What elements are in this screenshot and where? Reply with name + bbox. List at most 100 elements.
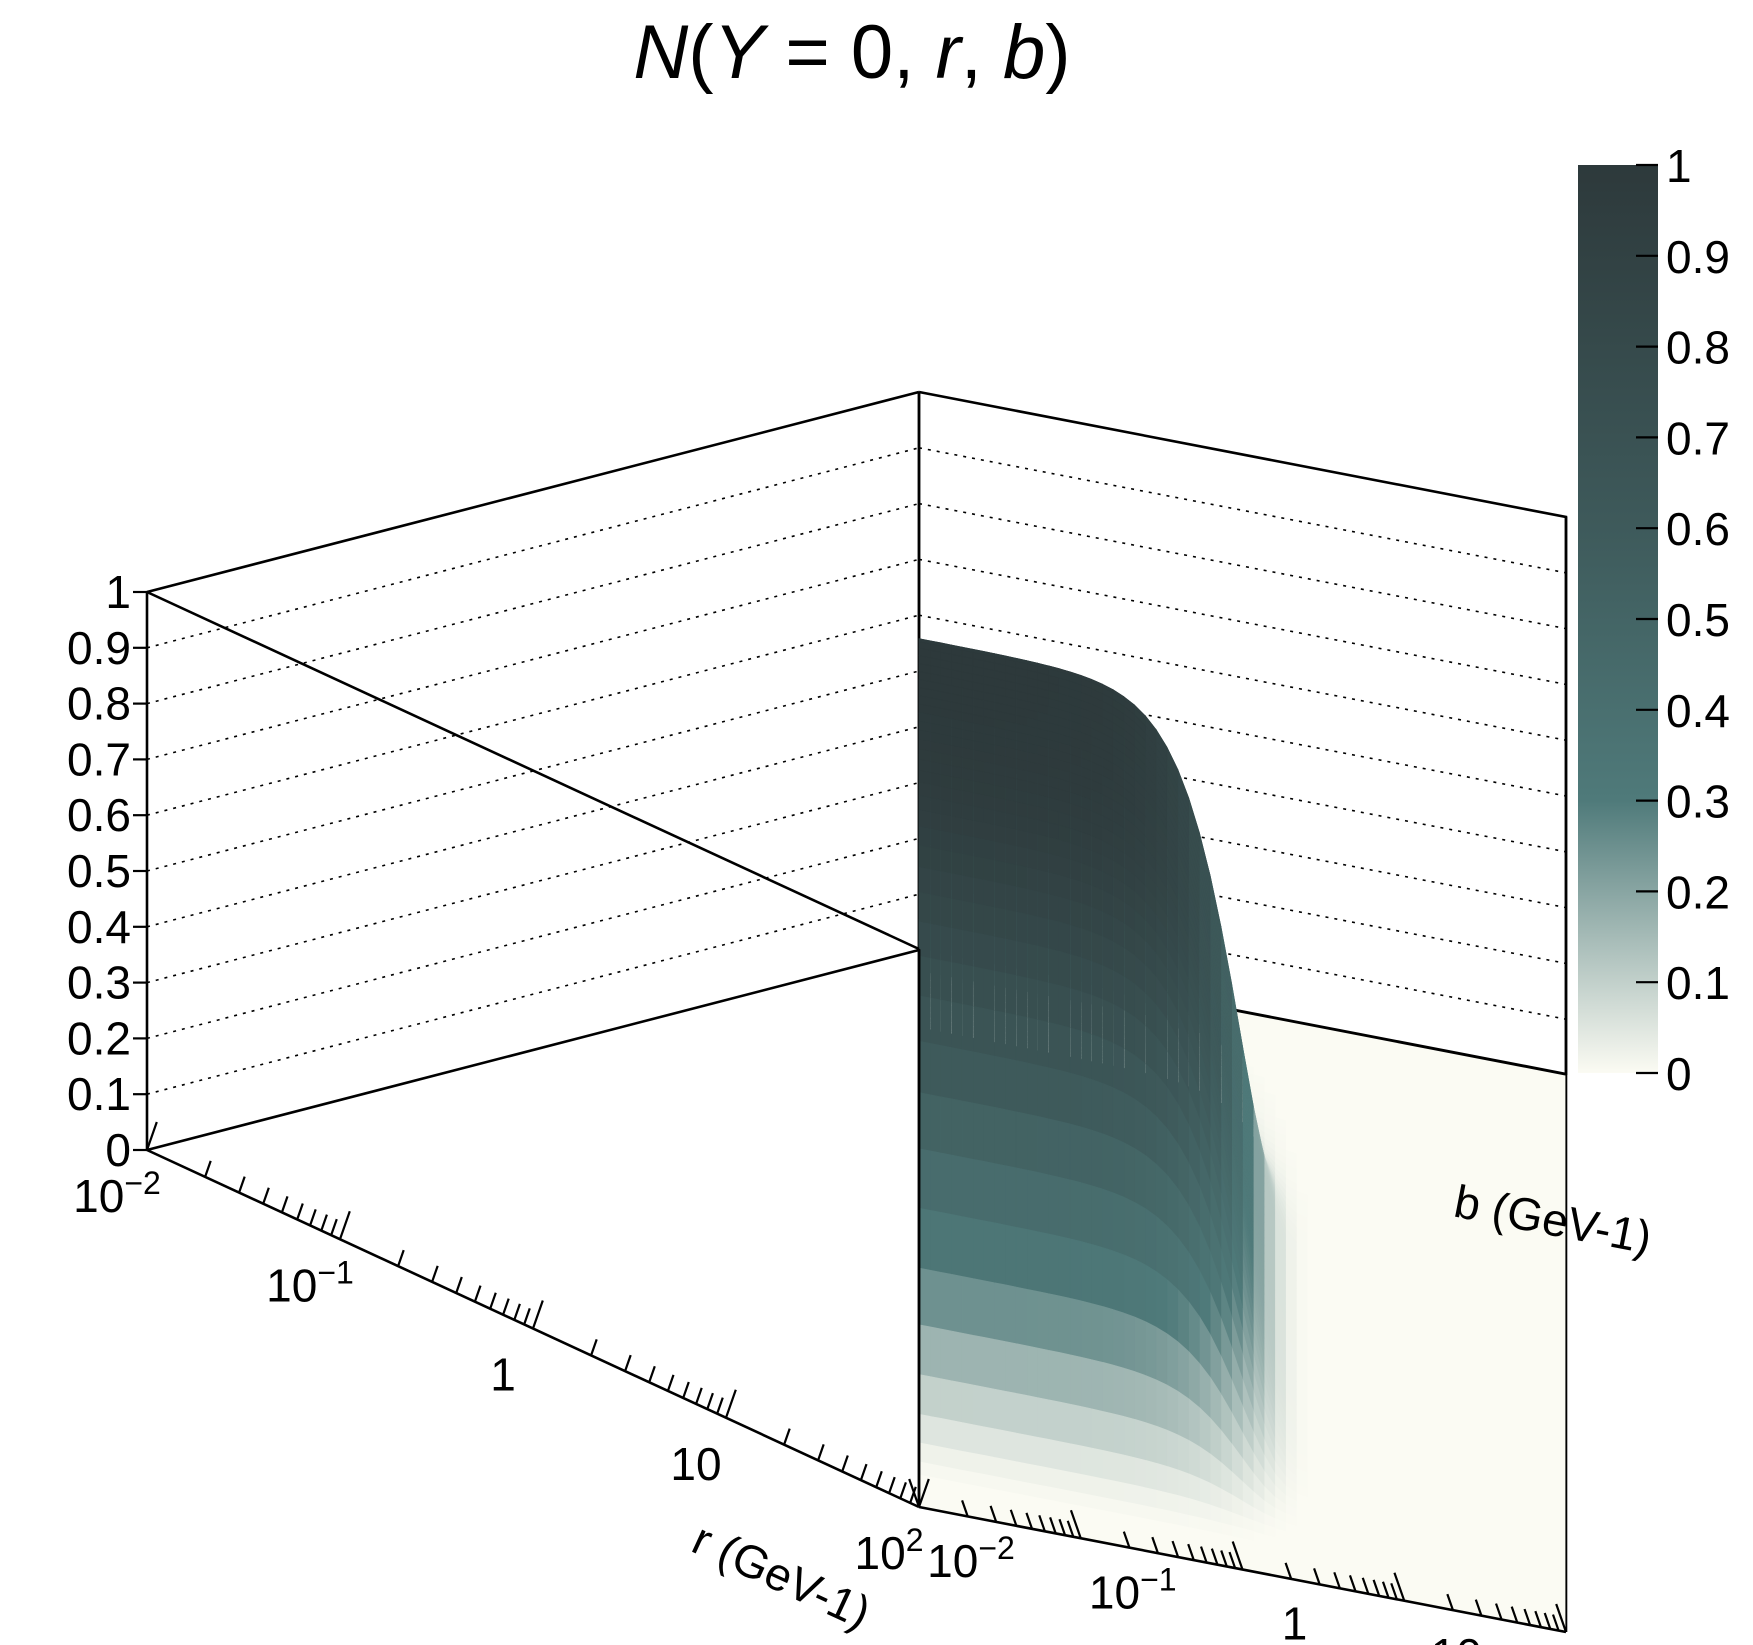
surface-cell bbox=[1080, 956, 1092, 996]
surface-cell bbox=[1015, 1286, 1028, 1347]
surface-cell bbox=[1102, 1410, 1114, 1453]
surface-cell bbox=[1080, 990, 1092, 1035]
surface-cell bbox=[1080, 1356, 1092, 1410]
surface-cell bbox=[972, 1102, 985, 1162]
surface-cell bbox=[1037, 1397, 1049, 1440]
b-tick bbox=[961, 1500, 969, 1517]
surface-cell bbox=[1058, 1120, 1071, 1181]
r-tick-label: 1 bbox=[490, 1349, 516, 1401]
surface-cell bbox=[1058, 1176, 1071, 1240]
surface-cell bbox=[1069, 858, 1082, 883]
surface-cell bbox=[1037, 945, 1049, 983]
surface-cell bbox=[918, 826, 931, 848]
r-tick bbox=[648, 1365, 656, 1383]
surface-cell bbox=[1015, 911, 1028, 944]
surface-cell bbox=[961, 1276, 974, 1336]
r-tick bbox=[262, 1187, 270, 1205]
surface-cell bbox=[961, 834, 974, 857]
b-tick bbox=[1494, 1603, 1503, 1620]
surface-cell bbox=[1037, 1115, 1049, 1176]
surface-cell bbox=[951, 1154, 963, 1217]
surface-cell bbox=[951, 801, 963, 819]
surface-cell bbox=[1048, 1293, 1060, 1353]
r-tick bbox=[338, 1210, 351, 1240]
r-tick-label: 10−2 bbox=[73, 1165, 161, 1222]
surface-cell bbox=[961, 1450, 974, 1473]
surface-cell bbox=[1026, 1169, 1038, 1232]
surface-cell bbox=[1015, 1343, 1028, 1396]
surface-cell bbox=[994, 841, 1006, 863]
r-tick bbox=[888, 1476, 896, 1494]
surface-cell bbox=[1069, 899, 1082, 929]
surface-cell bbox=[1112, 1137, 1125, 1198]
surface-cell bbox=[1058, 1295, 1071, 1356]
surface-cell bbox=[961, 929, 974, 967]
surface-cell bbox=[1145, 1321, 1157, 1381]
b-tick bbox=[1381, 1581, 1390, 1599]
surface-mesh bbox=[918, 638, 1308, 1541]
surface-cell bbox=[1188, 1473, 1200, 1502]
r-tick bbox=[875, 1470, 883, 1488]
surface-cell bbox=[972, 1471, 985, 1488]
surface-cell bbox=[994, 970, 1006, 1014]
surface-cell bbox=[929, 1094, 941, 1154]
surface-cell bbox=[1155, 1379, 1168, 1431]
surface-cell bbox=[918, 1374, 931, 1417]
surface-cell bbox=[972, 1005, 985, 1055]
surface-cell bbox=[1091, 1359, 1103, 1412]
surface-cell bbox=[951, 1001, 963, 1050]
surface-cell bbox=[1048, 1399, 1060, 1442]
surface-cell bbox=[1123, 1196, 1135, 1260]
surface-cell bbox=[929, 797, 941, 815]
b-tick bbox=[1284, 1562, 1293, 1580]
surface-cell bbox=[929, 1269, 941, 1330]
surface-cell bbox=[994, 859, 1006, 885]
surface-cell bbox=[983, 1160, 995, 1224]
surface-cell bbox=[1155, 1163, 1168, 1227]
surface-cell bbox=[972, 1218, 985, 1281]
surface-cell bbox=[929, 923, 941, 961]
surface-cell bbox=[1004, 1459, 1017, 1481]
surface-cell bbox=[1004, 862, 1017, 887]
colorbar-tick-label: 1 bbox=[1666, 140, 1692, 192]
surface-cell bbox=[940, 774, 952, 789]
surface-cell bbox=[1048, 1118, 1060, 1178]
surface-cell bbox=[1112, 969, 1125, 1011]
surface-cell bbox=[940, 999, 952, 1048]
b-tick bbox=[1555, 1603, 1568, 1633]
surface-cell bbox=[1145, 1505, 1157, 1521]
surface-cell bbox=[1026, 1016, 1038, 1066]
surface-cell bbox=[1015, 801, 1028, 818]
surface-cell bbox=[1091, 1447, 1103, 1479]
surface-cell bbox=[940, 1211, 952, 1275]
surface-cell bbox=[918, 955, 931, 999]
surface-cell bbox=[961, 803, 974, 821]
surface-cell bbox=[1145, 1106, 1157, 1165]
surface-cell bbox=[1015, 1480, 1028, 1496]
surface-cell bbox=[1199, 1501, 1211, 1521]
surface-cell bbox=[983, 822, 995, 842]
b-tick bbox=[1058, 1518, 1067, 1536]
surface-cell bbox=[1026, 1229, 1038, 1292]
surface-cell bbox=[1058, 896, 1071, 926]
colorbar-tick-label: 0.8 bbox=[1666, 322, 1730, 374]
r-tick bbox=[859, 1463, 868, 1481]
surface-cell bbox=[940, 925, 952, 963]
surface-cell bbox=[951, 788, 963, 805]
surface-cell bbox=[1037, 1019, 1049, 1068]
z-gridline-left bbox=[146, 726, 920, 928]
surface-cell bbox=[918, 995, 931, 1044]
surface-cell bbox=[1080, 1473, 1092, 1496]
surface-cell bbox=[1037, 834, 1049, 854]
surface-cell bbox=[961, 1049, 974, 1104]
surface-cell bbox=[1112, 1250, 1125, 1314]
surface-cell bbox=[972, 1278, 985, 1338]
surface-cell bbox=[1069, 987, 1082, 1032]
surface-cell bbox=[1112, 1003, 1125, 1049]
surface-cell bbox=[1188, 1514, 1200, 1530]
r-axis-label: r (GeV-1) bbox=[685, 1512, 879, 1639]
surface-cell bbox=[1166, 1429, 1179, 1471]
surface-cell bbox=[1048, 893, 1060, 923]
r-tick bbox=[817, 1443, 825, 1461]
surface-cell bbox=[1080, 902, 1092, 933]
